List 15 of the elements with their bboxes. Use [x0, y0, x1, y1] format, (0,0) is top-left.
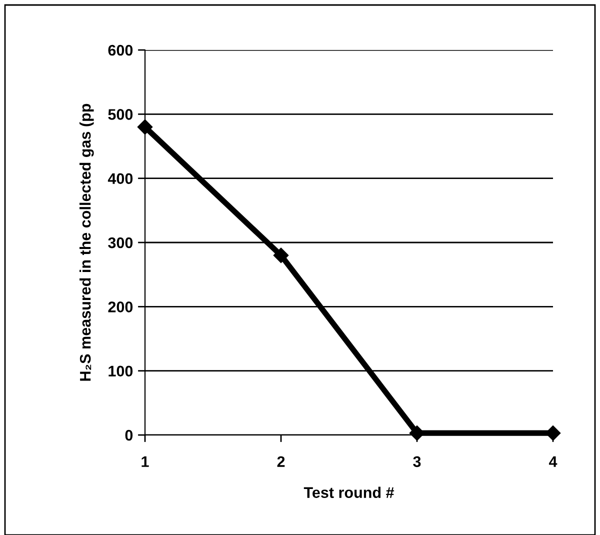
y-tick-label: 600 [108, 44, 133, 56]
point [273, 248, 289, 263]
x-tick-label: 2 [277, 456, 285, 467]
point [137, 119, 153, 135]
x-tick-label: 4 [548, 456, 558, 467]
y-tick-label: 0 [125, 430, 133, 441]
x-axis-title: Test round # [304, 486, 394, 498]
y-tick-label: 200 [108, 302, 133, 312]
y-tick-label: 500 [108, 109, 133, 120]
y-axis-title: H₂S measured in the collected gas (pp [80, 104, 94, 381]
y-tick-label: 100 [108, 366, 133, 377]
y-tick-label: 300 [108, 237, 133, 248]
y-tick-label: 400 [108, 173, 133, 184]
x-tick-label: 1 [142, 456, 149, 467]
x-tick-label: 3 [413, 456, 421, 468]
